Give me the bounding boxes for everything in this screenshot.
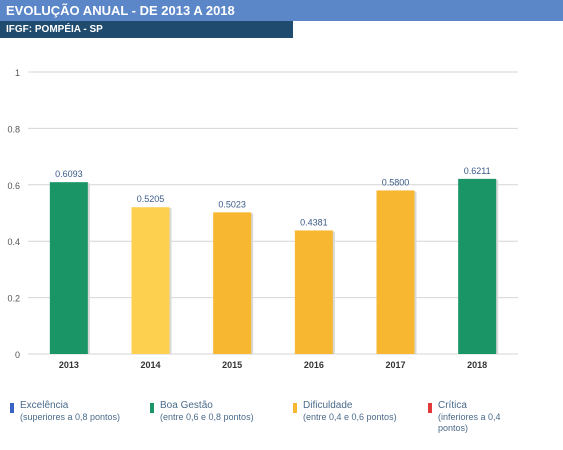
legend-label-boa-gestao: Boa Gestão xyxy=(160,400,213,411)
legend-desc-excelencia: (superiores a 0,8 pontos) xyxy=(20,412,121,422)
bar-value-label: 0.5205 xyxy=(137,194,165,204)
bar xyxy=(294,230,333,354)
y-tick-label: 0.6 xyxy=(7,181,20,191)
x-tick-label: 2018 xyxy=(467,360,487,370)
x-tick-label: 2014 xyxy=(140,360,160,370)
bar xyxy=(458,178,497,354)
y-tick-label: 0.8 xyxy=(7,124,20,134)
chart-subtitle: IFGF: POMPÉIA - SP xyxy=(6,24,103,35)
chart-title: EVOLUÇÃO ANUAL - DE 2013 A 2018 xyxy=(6,3,235,18)
legend-desc-boa-gestao: (entre 0,6 e 0,8 pontos) xyxy=(160,412,254,422)
bar-value-label: 0.6093 xyxy=(55,169,83,179)
bar xyxy=(376,190,415,354)
y-tick-label: 0 xyxy=(15,350,20,360)
x-tick-label: 2017 xyxy=(385,360,405,370)
legend-swatch-excelencia xyxy=(10,403,14,413)
legend-label-critica: Crítica xyxy=(438,400,467,411)
chart-title-bar: EVOLUÇÃO ANUAL - DE 2013 A 2018 xyxy=(0,0,563,21)
legend: Excelência (superiores a 0,8 pontos) Boa… xyxy=(0,400,563,450)
y-tick-label: 0.4 xyxy=(7,237,20,247)
bar xyxy=(131,207,170,354)
bar-value-label: 0.4381 xyxy=(300,217,328,227)
bar-value-label: 0.5023 xyxy=(218,199,246,209)
x-tick-label: 2013 xyxy=(59,360,79,370)
legend-desc-dificuldade: (entre 0,4 e 0,6 pontos) xyxy=(303,412,397,422)
legend-label-dificuldade: Dificuldade xyxy=(303,400,353,411)
legend-label-excelencia: Excelência xyxy=(20,400,69,411)
legend-desc-critica: (inferiores a 0,4 pontos) xyxy=(438,412,501,433)
x-tick-label: 2016 xyxy=(304,360,324,370)
chart-subtitle-bar: IFGF: POMPÉIA - SP xyxy=(0,21,293,38)
bar-value-label: 0.5800 xyxy=(382,177,410,187)
bar xyxy=(49,182,88,354)
x-tick-label: 2015 xyxy=(222,360,242,370)
bar xyxy=(213,212,252,354)
y-tick-label: 0.2 xyxy=(7,294,20,304)
legend-swatch-critica xyxy=(428,403,432,413)
bar-value-label: 0.6211 xyxy=(464,166,491,176)
bar-chart: 0 0.2 0.4 0.6 0.8 1 0.6093 2013 0.5205 2014 0.5023… xyxy=(7,68,518,370)
y-tick-label: 1 xyxy=(15,68,20,78)
legend-swatch-dificuldade xyxy=(293,403,297,413)
legend-swatch-boa-gestao xyxy=(150,403,154,413)
